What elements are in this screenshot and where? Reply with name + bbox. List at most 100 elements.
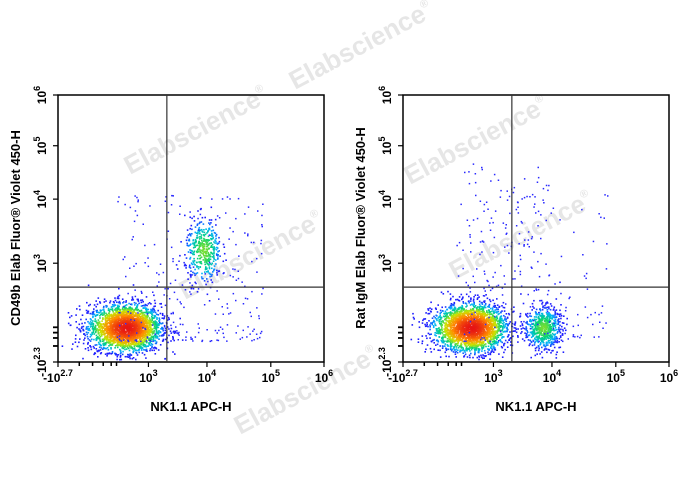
event-point (247, 206, 250, 208)
event-point (136, 303, 139, 306)
event-point (116, 355, 119, 358)
event-point (462, 348, 465, 351)
event-point (485, 294, 487, 296)
event-point (154, 333, 157, 335)
event-point (472, 316, 475, 318)
event-point (181, 339, 184, 341)
event-point (136, 316, 138, 318)
event-point (257, 210, 259, 212)
event-point (235, 299, 237, 302)
event-point (440, 316, 443, 319)
event-point (205, 258, 207, 261)
event-point (148, 326, 151, 328)
event-point (123, 323, 125, 326)
event-point (467, 311, 470, 314)
event-point (114, 309, 117, 312)
event-point (212, 236, 215, 239)
event-point (158, 330, 160, 332)
event-point (253, 328, 255, 331)
event-point (135, 302, 137, 305)
event-point (471, 331, 474, 333)
event-point (120, 351, 122, 354)
event-point (134, 324, 137, 327)
event-point (135, 323, 138, 326)
event-point (497, 334, 499, 337)
event-point (118, 325, 120, 328)
event-point (210, 251, 212, 254)
event-point (174, 353, 176, 355)
event-point (134, 322, 136, 324)
event-point (140, 305, 143, 307)
event-point (465, 334, 467, 336)
event-point (497, 313, 500, 316)
event-point (413, 318, 415, 320)
event-point (160, 328, 162, 330)
event-point (226, 303, 228, 305)
event-point (130, 311, 133, 314)
event-point (122, 341, 125, 344)
event-point (144, 318, 147, 320)
event-point (132, 336, 135, 338)
event-point (229, 227, 231, 229)
event-point (135, 324, 138, 327)
event-point (140, 325, 142, 328)
event-point (100, 323, 103, 326)
event-point (262, 203, 264, 205)
event-point (189, 251, 192, 254)
event-point (497, 341, 500, 344)
event-point (126, 337, 128, 340)
event-point (109, 332, 111, 335)
event-point (210, 263, 213, 266)
event-point (491, 307, 494, 309)
event-point (78, 328, 80, 330)
event-point (205, 266, 207, 268)
event-point (139, 319, 141, 321)
event-point (501, 319, 503, 322)
event-point (457, 321, 460, 323)
event-point (127, 325, 130, 328)
event-point (468, 345, 471, 348)
event-point (485, 317, 488, 320)
event-point (197, 267, 200, 270)
event-point (246, 336, 248, 338)
event-point (199, 221, 201, 224)
event-point (117, 323, 119, 326)
event-point (142, 336, 144, 338)
event-point (191, 274, 193, 276)
event-point (193, 220, 196, 222)
event-point (457, 334, 459, 337)
event-point (145, 307, 148, 310)
event-point (197, 247, 200, 250)
event-point (198, 226, 201, 229)
event-point (144, 334, 147, 336)
event-point (116, 338, 118, 341)
event-point (488, 321, 490, 324)
event-point (189, 274, 192, 277)
event-point (84, 322, 86, 324)
x-tick-label: -102.7 (43, 368, 73, 385)
event-point (140, 309, 143, 312)
event-point (111, 333, 114, 336)
event-point (141, 333, 143, 335)
event-point (85, 309, 88, 312)
event-point (465, 320, 468, 322)
y-tick-label: 104 (32, 190, 49, 208)
event-point (196, 266, 198, 268)
event-point (130, 317, 132, 319)
event-point (479, 305, 482, 307)
event-point (210, 219, 213, 221)
event-point (201, 272, 203, 275)
event-point (491, 326, 493, 328)
event-point (115, 311, 118, 313)
event-point (160, 303, 162, 305)
event-point (127, 320, 129, 322)
event-point (502, 301, 505, 304)
event-point (442, 336, 444, 338)
event-point (137, 340, 140, 343)
event-point (110, 346, 112, 349)
event-point (204, 254, 206, 257)
event-point (198, 327, 200, 329)
event-point (194, 226, 197, 228)
event-point (203, 256, 206, 259)
event-point (151, 343, 154, 346)
